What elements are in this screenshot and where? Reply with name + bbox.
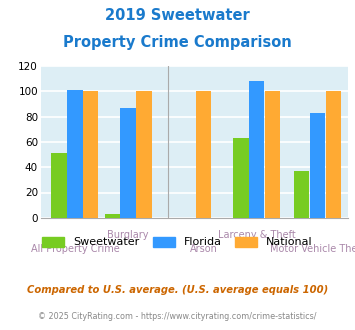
Bar: [136, 91, 152, 218]
Bar: [326, 91, 341, 218]
Text: Burglary: Burglary: [107, 230, 149, 240]
Bar: [51, 153, 67, 218]
Bar: [310, 113, 325, 218]
Legend: Sweetwater, Florida, National: Sweetwater, Florida, National: [38, 232, 317, 252]
Text: © 2025 CityRating.com - https://www.cityrating.com/crime-statistics/: © 2025 CityRating.com - https://www.city…: [38, 312, 317, 321]
Bar: [83, 91, 98, 218]
Text: All Property Crime: All Property Crime: [31, 244, 119, 254]
Bar: [104, 214, 120, 218]
Bar: [249, 81, 264, 218]
Bar: [67, 90, 82, 218]
Bar: [265, 91, 280, 218]
Text: Larceny & Theft: Larceny & Theft: [218, 230, 296, 240]
Bar: [233, 138, 248, 218]
Text: Motor Vehicle Theft: Motor Vehicle Theft: [270, 244, 355, 254]
Bar: [294, 171, 309, 218]
Text: Compared to U.S. average. (U.S. average equals 100): Compared to U.S. average. (U.S. average …: [27, 285, 328, 295]
Bar: [196, 91, 212, 218]
Text: Property Crime Comparison: Property Crime Comparison: [63, 35, 292, 50]
Bar: [120, 108, 136, 218]
Text: Arson: Arson: [190, 244, 218, 254]
Text: 2019 Sweetwater: 2019 Sweetwater: [105, 8, 250, 23]
